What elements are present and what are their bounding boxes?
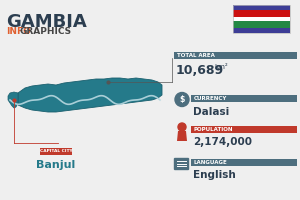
Text: English: English — [193, 170, 236, 180]
FancyBboxPatch shape — [191, 159, 297, 166]
Text: TOTAL AREA: TOTAL AREA — [177, 53, 215, 58]
Text: CURRENCY: CURRENCY — [194, 96, 227, 101]
FancyBboxPatch shape — [40, 148, 72, 155]
Bar — [233, 21, 290, 28]
Polygon shape — [8, 92, 18, 108]
Text: km²: km² — [214, 64, 228, 70]
Text: $: $ — [179, 95, 185, 104]
Text: 2,174,000: 2,174,000 — [193, 137, 252, 147]
Text: Banjul: Banjul — [36, 160, 76, 170]
Bar — [233, 17, 290, 21]
Bar — [233, 5, 290, 10]
Text: INFO: INFO — [6, 27, 31, 36]
FancyBboxPatch shape — [174, 52, 297, 59]
Text: CAPITAL CITY: CAPITAL CITY — [40, 150, 72, 154]
Text: GRAPHICS: GRAPHICS — [20, 27, 72, 36]
FancyBboxPatch shape — [174, 158, 189, 170]
Text: LANGUAGE: LANGUAGE — [194, 160, 228, 165]
Bar — [233, 10, 290, 17]
Text: Dalasi: Dalasi — [193, 107, 229, 117]
Text: GAMBIA: GAMBIA — [6, 13, 87, 31]
Bar — [233, 28, 290, 33]
FancyBboxPatch shape — [191, 95, 297, 102]
Polygon shape — [18, 78, 162, 112]
Bar — [233, 5, 290, 33]
Circle shape — [178, 123, 186, 131]
Text: POPULATION: POPULATION — [194, 127, 233, 132]
Circle shape — [175, 92, 189, 106]
FancyBboxPatch shape — [191, 126, 297, 133]
Polygon shape — [177, 131, 187, 141]
Text: 10,689: 10,689 — [176, 64, 224, 77]
